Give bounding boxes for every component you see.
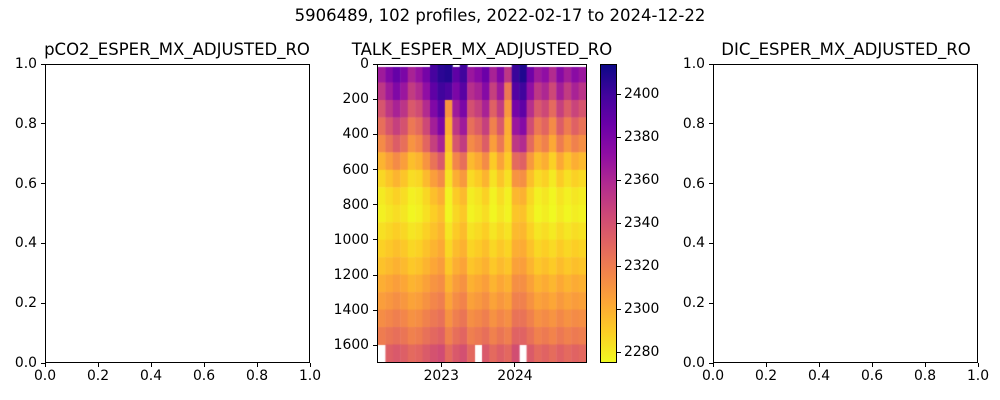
y-tick-mark [709, 63, 713, 65]
y-tick-label: 0 [360, 56, 369, 72]
y-tick-mark [373, 98, 377, 100]
figure-suptitle: 5906489, 102 profiles, 2022-02-17 to 202… [294, 6, 706, 25]
axes-talk [377, 64, 587, 363]
y-tick-label: 0.2 [14, 295, 37, 312]
y-tick-label: 200 [342, 91, 369, 108]
x-tick-label: 0.0 [701, 368, 725, 384]
x-tick-label: 0.2 [86, 368, 110, 384]
y-tick-mark [373, 309, 377, 311]
x-tick-label: 0.6 [860, 368, 884, 384]
y-tick-label: 600 [342, 161, 369, 178]
x-tick-mark [871, 363, 873, 367]
y-tick-mark [709, 123, 713, 125]
axes-dic [713, 64, 978, 363]
x-tick-mark [514, 363, 516, 367]
x-tick-label: 2024 [497, 368, 533, 384]
colorbar-tick-label: 2320 [624, 258, 660, 275]
y-tick-mark [41, 123, 45, 125]
colorbar-tick-label: 2340 [624, 215, 660, 232]
y-tick-mark [373, 274, 377, 276]
colorbar-tick-label: 2380 [624, 129, 660, 146]
x-tick-label: 1.0 [298, 368, 322, 384]
y-tick-mark [41, 362, 45, 364]
x-tick-label: 0.4 [807, 368, 831, 384]
y-tick-label: 1.0 [14, 56, 37, 72]
panel-title-dic: DIC_ESPER_MX_ADJUSTED_RO [721, 40, 971, 59]
colorbar-tick-mark [617, 179, 621, 181]
y-tick-mark [709, 242, 713, 244]
y-tick-mark [373, 63, 377, 65]
y-tick-mark [373, 133, 377, 135]
y-tick-mark [41, 183, 45, 185]
colorbar-tick-mark [617, 222, 621, 224]
x-tick-label: 0.6 [192, 368, 216, 384]
panel-title-talk: TALK_ESPER_MX_ADJUSTED_RO [351, 40, 613, 59]
talk-heatmap [378, 65, 586, 362]
colorbar-tick-label: 2280 [624, 344, 660, 361]
y-tick-label: 0.6 [14, 175, 37, 192]
y-tick-label: 1200 [333, 267, 369, 284]
y-tick-label: 1.0 [682, 56, 705, 72]
y-tick-mark [41, 242, 45, 244]
x-tick-mark [309, 363, 311, 367]
x-tick-mark [712, 363, 714, 367]
colorbar-tick-label: 2400 [624, 86, 660, 103]
y-tick-mark [41, 302, 45, 304]
y-tick-label: 0.6 [682, 175, 705, 192]
x-tick-mark [765, 363, 767, 367]
colorbar-tick-mark [617, 93, 621, 95]
x-tick-mark [150, 363, 152, 367]
x-tick-mark [44, 363, 46, 367]
y-tick-mark [373, 239, 377, 241]
y-tick-label: 0.0 [14, 355, 37, 371]
y-tick-mark [709, 362, 713, 364]
x-tick-mark [818, 363, 820, 367]
x-tick-label: 0.4 [139, 368, 163, 384]
x-tick-mark [97, 363, 99, 367]
y-tick-mark [373, 344, 377, 346]
y-tick-label: 800 [342, 196, 369, 213]
x-tick-label: 0.2 [754, 368, 778, 384]
y-tick-label: 0.4 [14, 235, 37, 252]
y-tick-label: 1400 [333, 302, 369, 319]
colorbar-tick-mark [617, 265, 621, 267]
colorbar [600, 64, 617, 363]
y-tick-mark [709, 302, 713, 304]
y-tick-mark [709, 183, 713, 185]
y-tick-label: 0.8 [14, 115, 37, 132]
y-tick-label: 400 [342, 126, 369, 143]
x-tick-mark [256, 363, 258, 367]
y-tick-mark [373, 169, 377, 171]
y-tick-label: 0.0 [682, 355, 705, 371]
x-tick-label: 0.8 [245, 368, 269, 384]
colorbar-tick-label: 2300 [624, 301, 660, 318]
panel-title-pco2: pCO2_ESPER_MX_ADJUSTED_RO [44, 40, 310, 59]
y-tick-label: 1000 [333, 231, 369, 248]
y-tick-label: 0.4 [682, 235, 705, 252]
y-tick-mark [41, 63, 45, 65]
x-tick-label: 0.8 [913, 368, 937, 384]
colorbar-tick-label: 2360 [624, 172, 660, 189]
colorbar-tick-mark [617, 136, 621, 138]
x-tick-label: 1.0 [966, 368, 990, 384]
x-tick-label: 2023 [423, 368, 459, 384]
x-tick-mark [977, 363, 979, 367]
x-tick-mark [440, 363, 442, 367]
y-tick-label: 0.2 [682, 295, 705, 312]
x-tick-mark [203, 363, 205, 367]
y-tick-label: 1600 [333, 337, 369, 354]
axes-pco2 [45, 64, 310, 363]
y-tick-label: 0.8 [682, 115, 705, 132]
x-tick-label: 0.0 [33, 368, 57, 384]
colorbar-tick-mark [617, 351, 621, 353]
y-tick-mark [373, 204, 377, 206]
colorbar-tick-mark [617, 308, 621, 310]
x-tick-mark [924, 363, 926, 367]
